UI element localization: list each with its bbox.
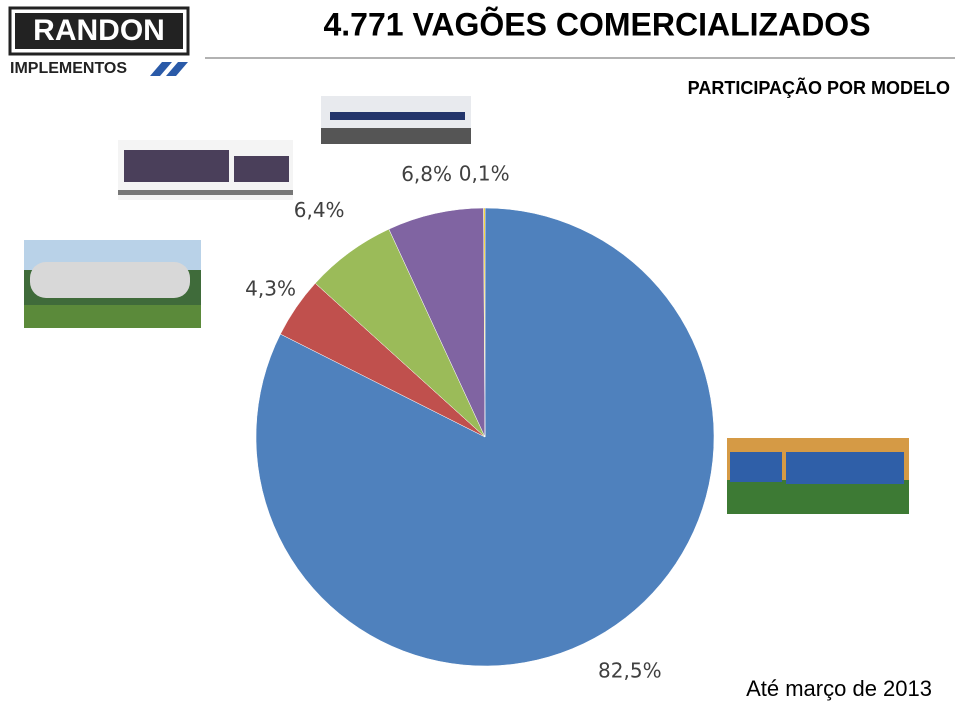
subtitle: PARTICIPAÇÃO POR MODELO bbox=[688, 77, 950, 98]
data-label: 0,1% bbox=[459, 162, 510, 186]
logo-box bbox=[15, 13, 183, 49]
data-label: 6,4% bbox=[294, 198, 345, 222]
data-label: 6,8% bbox=[401, 162, 452, 186]
data-label: 4,3% bbox=[245, 276, 296, 300]
pie-slice bbox=[483, 207, 486, 438]
photo-gondola bbox=[118, 140, 293, 200]
annotation: Até março de 2013 bbox=[746, 676, 932, 701]
photo-tank bbox=[24, 240, 201, 328]
chart-title: 4.771 VAGÕES COMERCIALIZADOS bbox=[323, 6, 870, 42]
data-label: 82,5% bbox=[598, 658, 662, 682]
logo-stripe bbox=[150, 62, 172, 76]
logo-tagline: IMPLEMENTOS bbox=[10, 60, 127, 77]
logo-stripe bbox=[166, 62, 188, 76]
photo-hopper bbox=[727, 438, 909, 514]
photo-platform bbox=[321, 96, 471, 144]
logo: RANDON IMPLEMENTOS bbox=[8, 6, 190, 77]
logo-name: RANDON bbox=[33, 14, 165, 47]
